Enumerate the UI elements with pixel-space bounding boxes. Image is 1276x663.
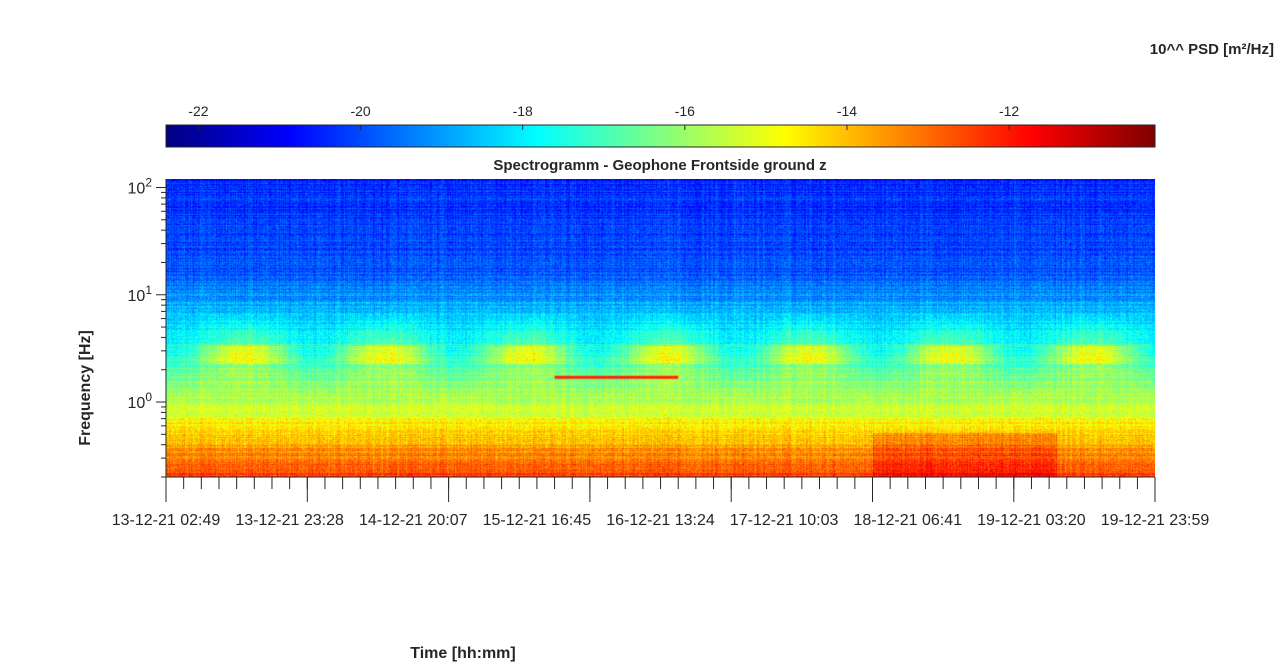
colorbar-tick-label: -20 <box>350 103 370 119</box>
colorbar-label: 10^^ PSD [m²/Hz] <box>1150 41 1274 58</box>
x-tick-label: 17-12-21 10:03 <box>730 512 839 529</box>
colorbar-tick-label: -22 <box>188 103 208 119</box>
x-tick-label: 13-12-21 23:28 <box>235 512 344 529</box>
colorbar-tick-label: -18 <box>513 103 533 119</box>
colorbar-frame <box>165 124 1156 148</box>
colorbar-tick-label: -14 <box>837 103 857 119</box>
x-tick-label: 15-12-21 16:45 <box>483 512 592 529</box>
x-axis-label: Time [hh:mm] <box>410 645 515 662</box>
x-axis: 13-12-21 02:49 13-12-21 23:28 14-12-21 20:… <box>112 476 1210 529</box>
colorbar-scale <box>166 125 1155 147</box>
x-tick-label: 19-12-21 03:20 <box>977 512 1086 529</box>
x-tick-label: 14-12-21 20:07 <box>359 512 468 529</box>
colorbar-tick-label: -12 <box>999 103 1019 119</box>
y-tick-label: 102 <box>128 175 153 197</box>
colorbar: -22 -20 -18 -16 -14 -12 <box>165 103 1156 148</box>
x-tick-label: 16-12-21 13:24 <box>606 512 715 529</box>
colorbar-tick-label: -16 <box>675 103 695 119</box>
x-tick-label: 19-12-21 23:59 <box>1101 512 1210 529</box>
y-tick-label: 100 <box>128 390 153 412</box>
y-axis: 100 101 102 <box>128 175 167 478</box>
x-tick-label: 13-12-21 02:49 <box>112 512 221 529</box>
heatmap-area <box>166 179 1155 477</box>
x-tick-label: 18-12-21 06:41 <box>853 512 962 529</box>
y-axis-label: Frequency [Hz] <box>77 330 94 446</box>
chart-title: Spectrogramm - Geophone Frontside ground… <box>493 157 826 174</box>
y-tick-label: 101 <box>128 283 153 305</box>
